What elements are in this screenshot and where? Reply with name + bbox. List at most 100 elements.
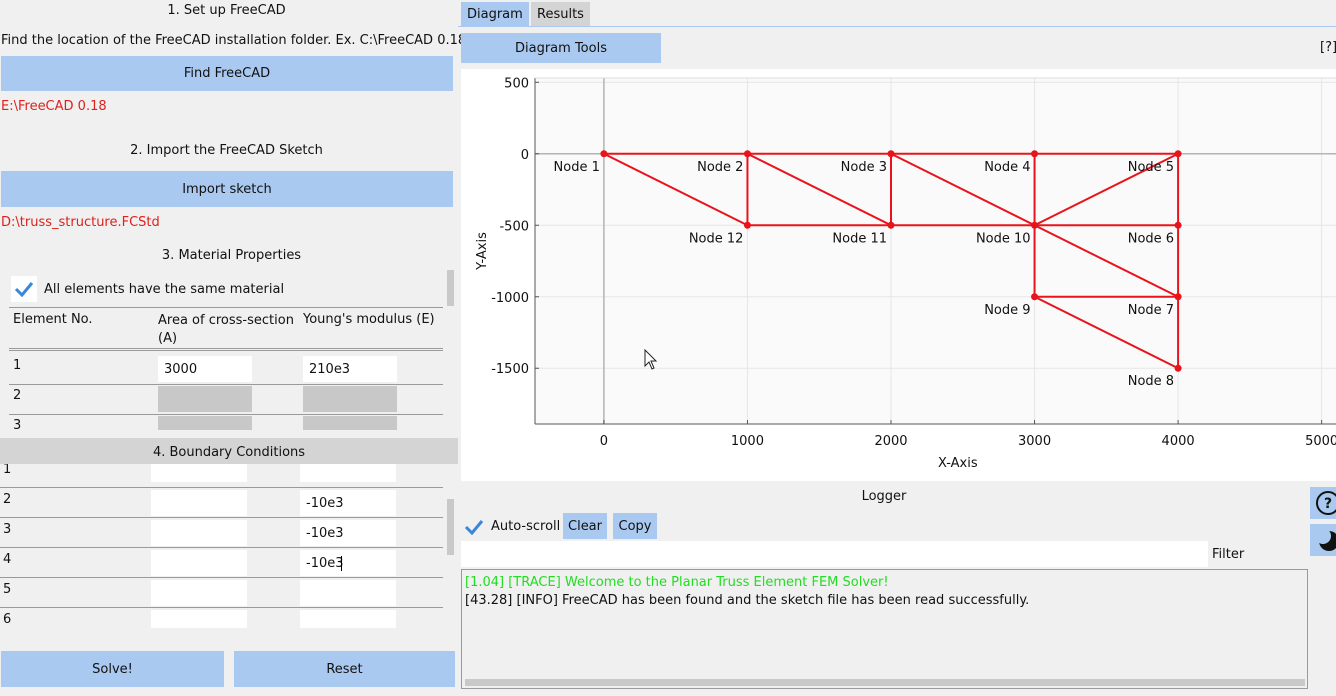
area-input[interactable] <box>158 386 252 412</box>
tab-results[interactable]: Results <box>531 2 590 27</box>
youngs-modulus-input[interactable] <box>303 416 397 430</box>
divider <box>9 384 443 385</box>
theme-toggle-button[interactable] <box>1310 524 1336 556</box>
truss-node <box>743 150 751 158</box>
help-link[interactable]: [?] <box>1320 40 1336 55</box>
boundary-y-input[interactable] <box>300 580 396 606</box>
element-no: 2 <box>13 388 22 403</box>
step1-hint: Find the location of the FreeCAD install… <box>1 33 467 48</box>
truss-element <box>1034 295 1179 370</box>
boundary-y-input[interactable] <box>300 610 396 628</box>
column-header-area: Area of cross-section (A) <box>158 313 294 346</box>
area-input[interactable] <box>158 416 252 430</box>
boundary-x-input[interactable] <box>151 520 247 546</box>
truss-node <box>1174 221 1182 229</box>
plot-area[interactable]: 0 1000 2000 3000 4000 5000 500 0 -500 -1000 -1500 X… <box>461 69 1336 481</box>
boundary-x-input[interactable] <box>151 610 247 628</box>
truss-node <box>743 221 751 229</box>
truss-element <box>1034 152 1179 227</box>
filter-label: Filter <box>1212 547 1245 562</box>
node-label: Node 8 <box>1128 374 1174 389</box>
node-label: Node 3 <box>841 160 887 175</box>
boundary-x-input[interactable] <box>151 580 247 606</box>
divider <box>0 487 443 488</box>
x-tick-label: 1000 <box>731 434 764 449</box>
node-no: 3 <box>3 522 12 537</box>
node-label: Node 5 <box>1128 160 1174 175</box>
autoscroll-checkbox[interactable] <box>461 514 487 540</box>
truss-element <box>603 152 748 227</box>
boundary-scrollbar[interactable] <box>447 499 454 555</box>
truss-node <box>1174 150 1182 158</box>
boundary-y-input[interactable]: -10e3 <box>300 550 396 576</box>
same-material-checkbox[interactable] <box>11 276 37 302</box>
node-label: Node 10 <box>976 231 1031 246</box>
truss-element <box>747 152 892 227</box>
tab-bar-underline <box>458 26 1336 27</box>
divider <box>9 350 443 351</box>
find-freecad-button[interactable]: Find FreeCAD <box>1 56 453 91</box>
element-no: 1 <box>13 358 22 373</box>
truss-node <box>600 150 608 158</box>
y-tick-label: -500 <box>499 219 529 234</box>
reset-button[interactable]: Reset <box>234 651 455 687</box>
material-scrollbar[interactable] <box>447 270 454 306</box>
truss-node <box>1031 293 1039 301</box>
freecad-path: E:\FreeCAD 0.18 <box>1 99 107 114</box>
mouse-cursor-icon <box>644 349 658 370</box>
log-horizontal-scrollbar[interactable] <box>465 679 1305 686</box>
truss-node <box>887 221 895 229</box>
left-panel: 1. Set up FreeCAD Find the location of t… <box>0 0 467 696</box>
truss-element <box>890 152 1035 227</box>
node-no: 2 <box>3 492 12 507</box>
filter-input[interactable] <box>461 541 1208 567</box>
youngs-modulus-input[interactable]: 210e3 <box>303 356 397 382</box>
y-tick-label: -1000 <box>491 291 529 306</box>
node-label: Node 2 <box>697 160 743 175</box>
node-no: 1 <box>3 464 12 477</box>
import-sketch-button[interactable]: Import sketch <box>1 171 453 207</box>
x-axis-title: X-Axis <box>938 456 978 471</box>
boundary-y-input[interactable]: -10e3 <box>300 520 396 546</box>
solve-button[interactable]: Solve! <box>1 651 224 687</box>
boundary-section: 1 2 -10e3 3 -10e3 4 -10e3 5 <box>0 464 458 628</box>
same-material-label: All elements have the same material <box>44 282 285 297</box>
log-line: [43.28] [INFO] FreeCAD has been found an… <box>465 593 1030 608</box>
truss-diagram: 0 1000 2000 3000 4000 50005000-500-1000-1500X… <box>475 76 1336 471</box>
column-header-youngs-modulus: Young's modulus (E) <box>303 312 435 327</box>
diagram-tools-button[interactable]: Diagram Tools <box>461 33 661 63</box>
tab-diagram[interactable]: Diagram <box>461 2 529 27</box>
help-button[interactable]: ? <box>1310 487 1336 519</box>
dark-mode-icon <box>1315 528 1336 551</box>
x-tick-label: 0 <box>600 434 608 449</box>
boundary-y-input[interactable]: -10e3 <box>300 490 396 516</box>
youngs-modulus-input[interactable] <box>303 386 397 412</box>
logger-title: Logger <box>861 489 907 504</box>
boundary-x-input[interactable] <box>151 550 247 576</box>
boundary-x-input[interactable] <box>151 490 247 516</box>
y-tick-label: -1500 <box>491 362 529 377</box>
area-input[interactable]: 3000 <box>158 356 252 382</box>
divider <box>0 547 443 548</box>
plot-background <box>535 78 1336 424</box>
x-tick-label: 2000 <box>874 434 907 449</box>
boundary-y-input[interactable] <box>300 464 396 482</box>
text-cursor <box>341 556 342 571</box>
material-title: 3. Material Properties <box>161 248 302 263</box>
node-label: Node 7 <box>1128 303 1174 318</box>
truss-node <box>1031 150 1039 158</box>
x-tick-label: 5000 <box>1305 434 1336 449</box>
log-output[interactable]: [1.04] [TRACE] Welcome to the Planar Tru… <box>461 569 1308 689</box>
y-tick-label: 0 <box>521 148 529 163</box>
divider <box>9 348 443 349</box>
node-no: 5 <box>3 582 12 597</box>
help-icon: ? <box>1316 491 1336 515</box>
checkmark-icon <box>14 282 34 297</box>
step1-title: 1. Set up FreeCAD <box>167 3 286 18</box>
divider <box>9 414 443 415</box>
node-no: 6 <box>3 612 12 627</box>
clear-button[interactable]: Clear <box>563 513 607 539</box>
boundary-x-input[interactable] <box>151 464 247 482</box>
material-section: All elements have the same material Elem… <box>0 270 458 430</box>
copy-button[interactable]: Copy <box>613 513 657 539</box>
